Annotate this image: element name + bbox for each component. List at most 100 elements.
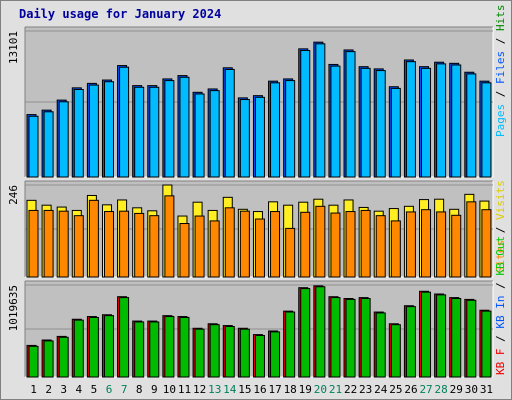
kb-in-bar xyxy=(164,316,175,378)
sites-bar xyxy=(28,209,39,278)
sites-bar xyxy=(194,215,205,278)
x-tick-label: 31 xyxy=(480,383,493,396)
pages-bar xyxy=(224,68,235,178)
legend-entry: Pages xyxy=(494,104,507,137)
x-tick-label: 8 xyxy=(136,383,143,396)
sites-bar xyxy=(103,211,114,278)
legend-entry: Files xyxy=(494,51,507,84)
x-tick-label: 24 xyxy=(374,383,388,396)
sites-bar xyxy=(209,220,220,278)
x-tick-label: 12 xyxy=(193,383,206,396)
pages-bar xyxy=(330,65,341,178)
x-tick-label: 16 xyxy=(253,383,266,396)
pages-bar xyxy=(375,70,386,178)
sites-bar xyxy=(390,220,401,278)
x-tick-label: 13 xyxy=(208,383,221,396)
sites-bar xyxy=(58,210,69,278)
sites-bar xyxy=(134,212,145,278)
sites-bar xyxy=(88,199,99,278)
x-tick-label: 2 xyxy=(45,383,52,396)
pages-bar xyxy=(194,93,205,178)
pages-bar xyxy=(270,82,281,178)
x-tick-label: 26 xyxy=(404,383,417,396)
x-tick-label: 23 xyxy=(359,383,372,396)
x-tick-label: 11 xyxy=(178,383,191,396)
x-tick-label: 14 xyxy=(223,383,237,396)
sites-bar xyxy=(149,215,160,278)
kb-in-bar xyxy=(330,297,341,378)
pages-bar xyxy=(58,101,69,178)
kb-in-bar xyxy=(73,319,84,378)
sites-bar xyxy=(270,211,281,278)
sites-bar xyxy=(179,223,190,278)
legend-entry: Hits xyxy=(494,5,507,32)
pages-bar xyxy=(149,86,160,178)
kb-in-bar xyxy=(315,286,326,378)
legend-entry: Sites xyxy=(494,240,507,273)
pages-bar xyxy=(88,84,99,178)
legend-entry: KB In xyxy=(494,296,507,329)
legend-entry: Visits xyxy=(494,180,507,220)
sites-bar xyxy=(466,201,477,278)
y-max-label: 1019635 xyxy=(7,285,20,331)
kb-in-bar xyxy=(436,294,447,378)
sites-bar xyxy=(421,209,432,278)
x-tick-label: 4 xyxy=(76,383,83,396)
x-tick-label: 28 xyxy=(435,383,448,396)
pages-bar xyxy=(73,89,84,178)
kb-in-bar xyxy=(88,316,99,378)
kb-in-bar xyxy=(375,312,386,378)
x-tick-label: 1 xyxy=(30,383,37,396)
x-tick-label: 20 xyxy=(314,383,327,396)
pages-bar xyxy=(209,90,220,178)
pages-bar xyxy=(345,51,356,178)
sites-bar xyxy=(451,214,462,278)
kb-in-bar xyxy=(224,325,235,378)
kb-in-bar xyxy=(360,298,371,378)
pages-bar xyxy=(164,80,175,178)
sites-bar xyxy=(375,215,386,278)
kb-in-bar xyxy=(405,306,416,378)
legend-hits-files-pages: Pages / Files / Hits xyxy=(494,5,507,138)
sites-bar xyxy=(481,209,492,278)
sites-bar xyxy=(254,218,265,278)
pages-bar xyxy=(481,82,492,178)
sites-bar xyxy=(224,207,235,278)
pages-bar xyxy=(451,64,462,178)
kb-in-bar xyxy=(119,297,130,378)
kb-in-bar xyxy=(239,328,250,378)
sites-bar xyxy=(360,209,371,278)
kb-in-bar xyxy=(254,334,265,378)
kb-in-bar xyxy=(481,310,492,378)
pages-bar xyxy=(421,67,432,178)
pages-bar xyxy=(239,99,250,178)
legend-entry: KB F xyxy=(494,349,507,376)
x-tick-label: 3 xyxy=(60,383,67,396)
kb-in-bar xyxy=(451,298,462,378)
sites-bar xyxy=(345,211,356,278)
kb-in-bar xyxy=(103,315,114,378)
legend-entry: / xyxy=(494,84,507,104)
x-tick-label: 6 xyxy=(106,383,113,396)
y-max-label: 13101 xyxy=(7,31,20,64)
x-tick-label: 22 xyxy=(344,383,357,396)
x-tick-label: 5 xyxy=(91,383,98,396)
legend-visits-sites: Sites / Visits xyxy=(494,180,507,273)
pages-bar xyxy=(390,87,401,178)
legend-entry: / xyxy=(494,329,507,349)
kb-in-bar xyxy=(58,336,69,378)
kb-in-bar xyxy=(300,288,311,378)
x-tick-label: 30 xyxy=(465,383,478,396)
y-max-label: 246 xyxy=(7,185,20,205)
legend-entry: / xyxy=(494,276,507,296)
pages-bar xyxy=(405,61,416,178)
pages-bar xyxy=(315,43,326,178)
x-tick-label: 25 xyxy=(389,383,402,396)
kb-in-bar xyxy=(390,324,401,378)
sites-bar xyxy=(300,211,311,278)
kb-in-bar xyxy=(28,345,39,378)
x-tick-label: 19 xyxy=(299,383,312,396)
legend-entry: KB Out xyxy=(494,236,507,276)
pages-bar xyxy=(43,111,54,178)
